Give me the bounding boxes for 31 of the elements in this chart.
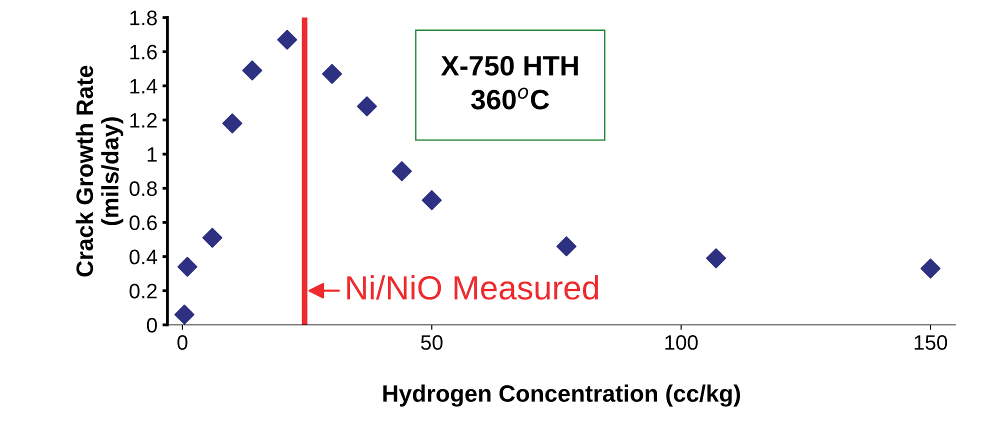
point bbox=[242, 60, 262, 80]
y-tick-label: 0.4 bbox=[130, 250, 158, 264]
point bbox=[422, 190, 442, 210]
point bbox=[222, 113, 242, 134]
y-tick-label: 1.8 bbox=[130, 10, 157, 26]
annotation: X-750 HTH 360$^{o}$C bbox=[441, 56, 578, 110]
y-tick-label: 0 bbox=[146, 318, 157, 333]
x-tick-label: 100 bbox=[665, 335, 698, 350]
y-tick-label: 1 bbox=[148, 147, 157, 162]
point bbox=[392, 161, 412, 182]
x-tick-label: 50 bbox=[421, 335, 443, 350]
y-tick-label: 0.6 bbox=[130, 215, 157, 230]
y-tick-label: 0.8 bbox=[130, 181, 157, 196]
y-tick-label: 1.4 bbox=[130, 79, 158, 94]
y-tick-label: 1.2 bbox=[130, 112, 157, 128]
point bbox=[556, 236, 576, 256]
ref-line-label: Ni/NiO Measured bbox=[347, 275, 598, 300]
point bbox=[706, 248, 726, 268]
x-axis-title: Hydrogen Concentration (cc/kg) bbox=[383, 384, 740, 407]
y-tick-label: 0.2 bbox=[130, 284, 157, 298]
x-tick-label: 150 bbox=[914, 335, 948, 350]
point bbox=[202, 228, 222, 248]
point bbox=[920, 258, 941, 279]
point bbox=[277, 30, 298, 50]
point bbox=[322, 64, 342, 84]
x-tick-label: 0 bbox=[177, 335, 188, 350]
y-tick-label: 1.6 bbox=[130, 44, 157, 60]
point bbox=[356, 96, 377, 116]
point bbox=[174, 304, 194, 325]
y-axis-title: Crack Growth Rate (mils/day) bbox=[76, 66, 124, 277]
point bbox=[177, 256, 198, 277]
